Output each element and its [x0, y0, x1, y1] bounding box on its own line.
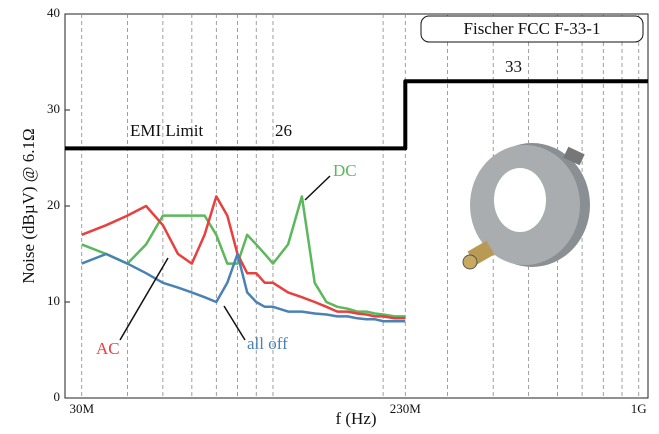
y-tick-label: 40: [47, 5, 60, 20]
marks: [65, 79, 648, 323]
x-axis-label: f (Hz): [335, 409, 376, 428]
y-tick-label: 20: [47, 197, 60, 212]
chart-title: Fischer FCC F-33-1: [464, 19, 601, 38]
clamp-image: [462, 143, 590, 270]
series-label: all off: [247, 334, 288, 353]
series-label: AC: [96, 339, 120, 358]
title-box: [420, 15, 644, 43]
y-axis-label: Noise (dBµV) @ 6.1Ω: [19, 128, 38, 283]
pointer: [304, 175, 331, 201]
x-tick-label: 230M: [390, 401, 422, 416]
series-line: [81, 195, 406, 318]
limit-line: [65, 79, 648, 151]
y-tick-label: 30: [47, 101, 60, 116]
series-label: DC: [333, 161, 357, 180]
y-tick-label: 10: [47, 293, 60, 308]
pointer: [223, 305, 246, 341]
limit-label: EMI Limit: [130, 121, 203, 140]
limit-value-label: 26: [275, 121, 292, 140]
y-tick-label: 0: [54, 389, 61, 404]
series-line: [81, 252, 406, 323]
limit-value-label: 33: [505, 57, 522, 76]
x-tick-label: 30M: [69, 401, 94, 416]
x-tick-label: 1G: [631, 401, 647, 416]
pointer: [119, 257, 169, 341]
series-line: [81, 195, 406, 320]
